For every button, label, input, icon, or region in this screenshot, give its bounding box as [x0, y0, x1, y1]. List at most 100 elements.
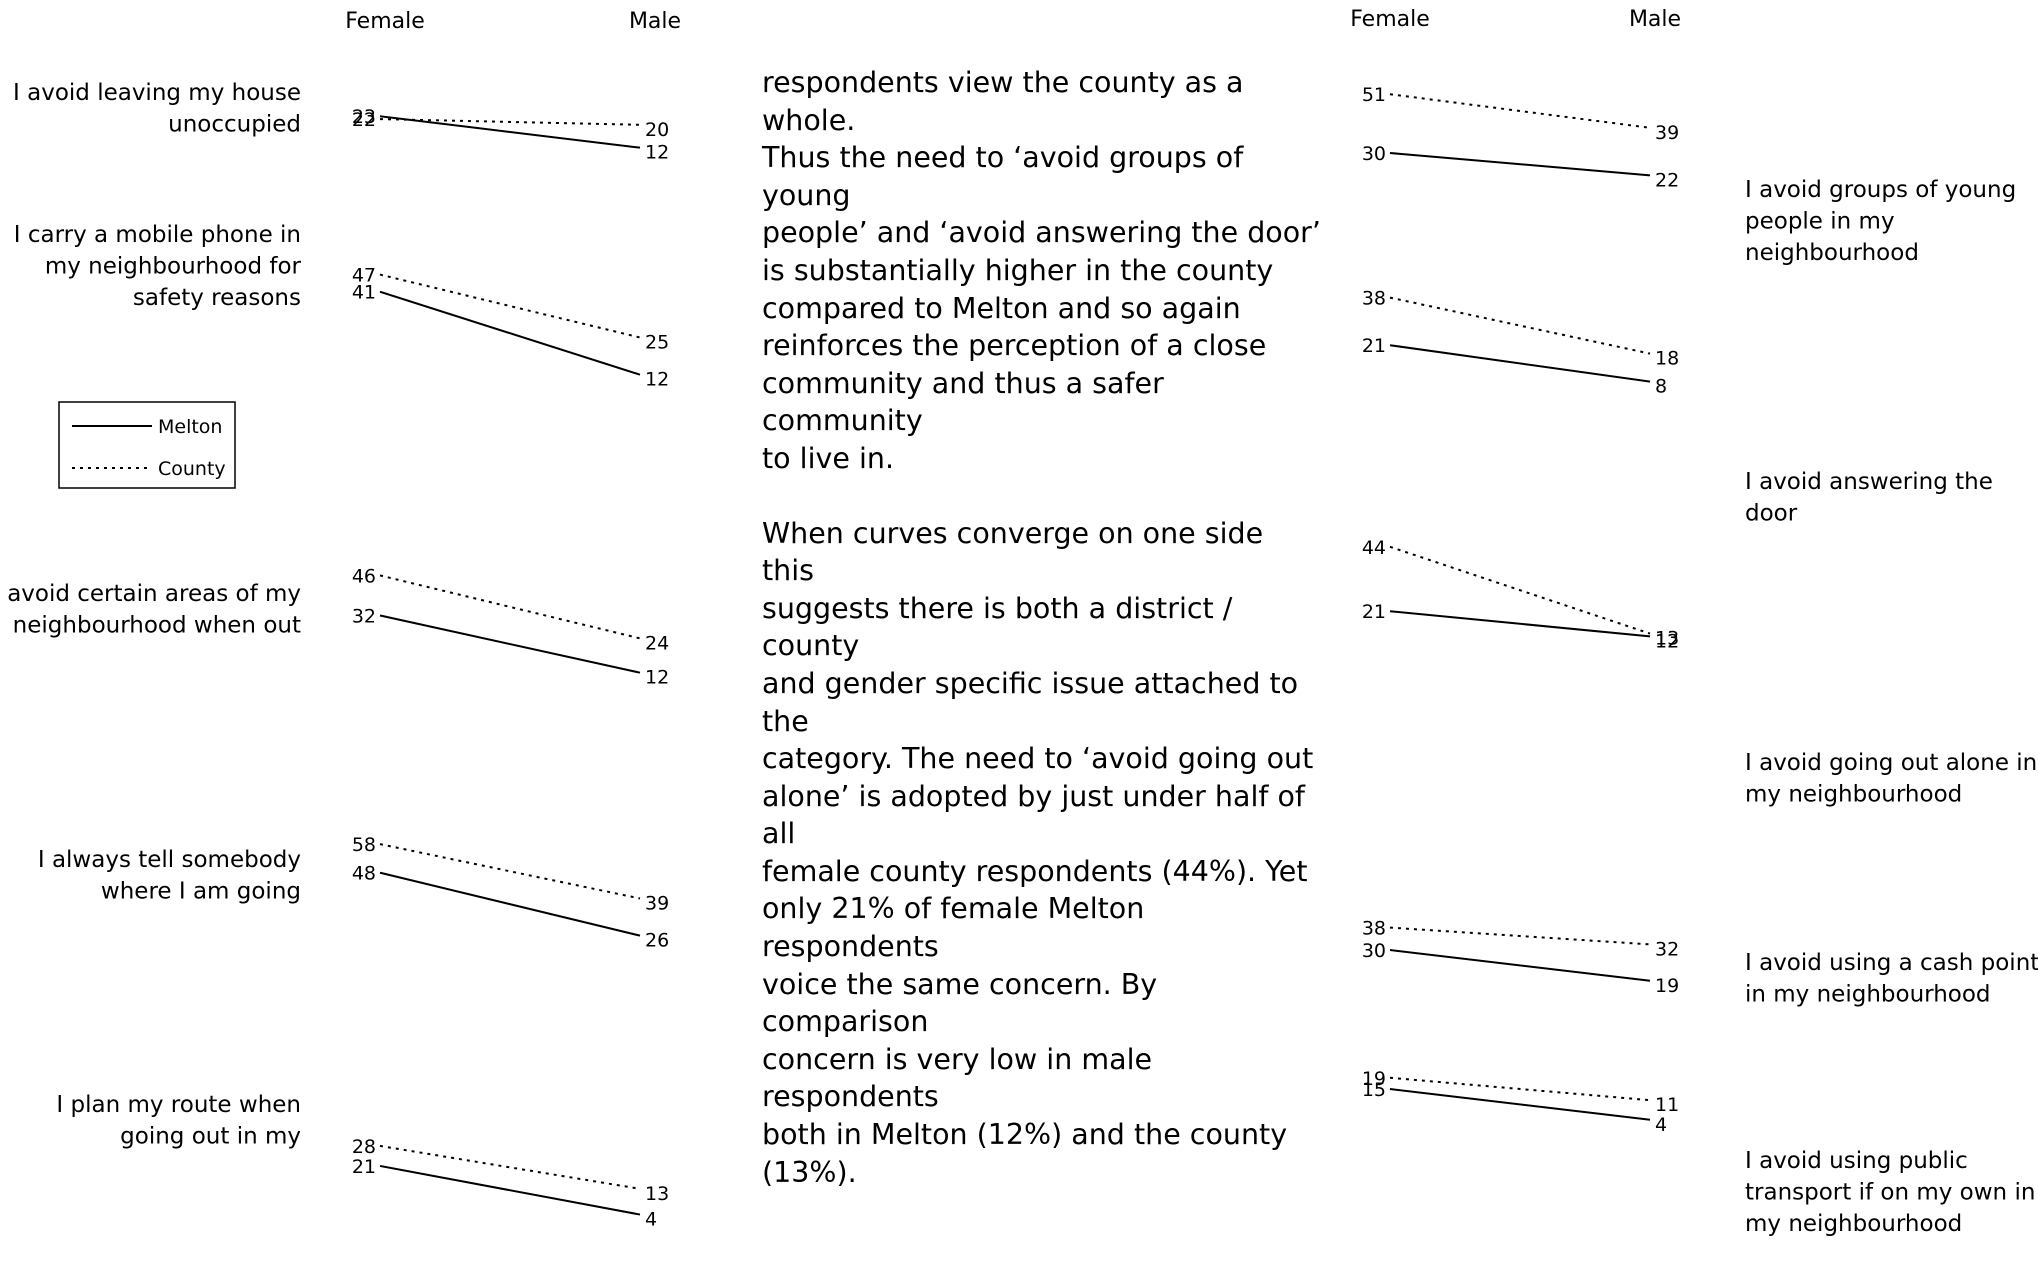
paragraph-2-line: female county respondents (44%). Yet: [762, 854, 1308, 888]
paragraph-2-line: voice the same concern. By comparison: [762, 967, 1158, 1039]
category-label: I avoid going out alone in: [1745, 750, 2037, 776]
male-value-label: 32: [1655, 938, 1679, 960]
paragraph-1-line: to live in.: [762, 441, 895, 475]
melton-slope-line: [379, 290, 641, 376]
category-label: I carry a mobile phone in: [14, 222, 301, 248]
left-slopegraph: Female Male I avoid leaving my house unoccu…: [0, 9, 681, 1231]
legend: Melton County: [58, 401, 236, 489]
male-value-label: 12: [1655, 630, 1679, 652]
male-value-label: 12: [645, 142, 669, 164]
slope-panel: I avoid groups of young people in my neigh…: [1362, 84, 2016, 266]
category-label: people in my: [1745, 209, 1895, 235]
legend-label-melton: Melton: [158, 416, 222, 438]
female-value-label: 30: [1362, 940, 1386, 962]
category-label: my neighbourhood: [1745, 782, 1962, 808]
paragraph-2-line: suggests there is both a district / coun…: [762, 591, 1233, 663]
county-slope-line: [379, 118, 641, 126]
county-slope-line: [1389, 1076, 1651, 1102]
male-value-label: 19: [1655, 975, 1679, 997]
female-value-label: 46: [352, 565, 376, 587]
female-value-label: 30: [1362, 143, 1386, 165]
male-value-label: 25: [645, 332, 669, 354]
melton-slope-line: [1389, 610, 1651, 638]
paragraph-1: respondents view the county as a whole. T…: [762, 64, 1322, 478]
paragraph-2-line: only 21% of female Melton respondents: [762, 892, 1145, 964]
category-label: unoccupied: [168, 112, 301, 138]
category-label: I avoid leaving my house: [13, 80, 301, 106]
category-label: I avoid using public: [1745, 1148, 1968, 1174]
female-value-label: 58: [352, 834, 376, 856]
male-value-label: 22: [1655, 169, 1679, 191]
male-value-label: 18: [1655, 348, 1679, 370]
male-value-label: 4: [1655, 1114, 1667, 1136]
melton-slope-line: [1389, 949, 1651, 982]
male-value-label: 39: [645, 892, 669, 914]
female-value-label: 47: [352, 265, 376, 287]
male-value-label: 4: [645, 1209, 657, 1231]
male-value-label: 8: [1655, 376, 1667, 398]
female-value-label: 21: [1362, 335, 1386, 357]
paragraph-2-line: (13%).: [762, 1155, 857, 1189]
paragraph-1-line: is substantially higher in the county: [762, 253, 1274, 287]
paragraph-2-line: concern is very low in male respondents: [762, 1042, 1153, 1114]
paragraph-1-line: reinforces the perception of a close: [762, 329, 1267, 363]
female-value-label: 15: [1362, 1079, 1386, 1101]
slope-panel: I avoid certain areas of my neighbourhood…: [0, 565, 669, 688]
category-label: going out in my: [120, 1124, 301, 1150]
category-label: neighbourhood: [1745, 240, 1919, 266]
female-value-label: 21: [1362, 601, 1386, 623]
county-slope-line: [1389, 926, 1651, 946]
male-value-label: 13: [645, 1183, 669, 1205]
body-text: respondents view the county as a whole. T…: [762, 64, 1322, 1228]
slope-panel: I plan my route when going out in my 21 4 28…: [56, 1092, 669, 1231]
category-label: I avoid groups of young: [1745, 177, 2016, 203]
female-value-label: 23: [352, 106, 376, 128]
melton-slope-line: [379, 1164, 641, 1216]
male-value-label: 26: [645, 930, 669, 952]
slope-panel: I avoid leaving my house unoccupied 23 12 22…: [13, 80, 669, 164]
category-label: in my neighbourhood: [1745, 982, 1991, 1008]
female-value-label: 21: [352, 1156, 376, 1178]
category-label: I avoid certain areas of my: [0, 581, 301, 607]
male-value-label: 20: [645, 119, 669, 141]
legend-box: [58, 401, 236, 489]
county-slope-line: [1389, 93, 1651, 129]
category-label: transport if on my own in: [1745, 1180, 2035, 1206]
female-value-label: 51: [1362, 84, 1386, 106]
category-label: door: [1745, 501, 1798, 527]
category-label: safety reasons: [133, 285, 301, 311]
paragraph-1-line: people’ and ‘avoid answering the door’: [762, 216, 1321, 250]
melton-slope-line: [379, 614, 641, 674]
slope-panel: I avoid going out alone in my neighbourho…: [1362, 537, 2037, 808]
female-value-label: 38: [1362, 918, 1386, 940]
slope-panel: I avoid using public transport if on my o…: [1362, 1068, 2036, 1237]
paragraph-2-line: alone’ is adopted by just under half of …: [762, 779, 1305, 851]
county-slope-line: [379, 273, 641, 339]
column-header-female: Female: [345, 9, 425, 34]
legend-label-county: County: [158, 458, 226, 480]
male-value-label: 24: [645, 632, 669, 654]
column-header-female: Female: [1350, 7, 1430, 32]
female-value-label: 28: [352, 1136, 376, 1158]
category-label: I avoid using a cash point: [1745, 950, 2038, 976]
melton-slope-line: [379, 115, 641, 149]
category-label: I avoid answering the: [1745, 469, 1993, 495]
female-value-label: 22: [352, 109, 376, 131]
category-label: neighbourhood when out: [13, 613, 301, 639]
category-label: I plan my route when: [56, 1092, 301, 1118]
paragraph-1-line: compared to Melton and so again: [762, 291, 1241, 325]
category-label: where I am going: [101, 879, 301, 905]
female-value-label: 48: [352, 863, 376, 885]
category-label: I always tell somebody: [38, 847, 301, 873]
slope-panel: I avoid answering the door 21 8 38 18: [1362, 288, 1993, 527]
category-label: my neighbourhood for: [45, 254, 302, 280]
male-value-label: 12: [645, 369, 669, 391]
male-value-label: 12: [645, 667, 669, 689]
county-slope-line: [379, 1144, 641, 1190]
slope-panel: I always tell somebody where I am going 48…: [38, 834, 669, 952]
slope-panel: I carry a mobile phone in my neighbourhoo…: [14, 222, 669, 391]
right-slopegraph: Female Male I avoid groups of young people …: [1350, 7, 2038, 1237]
melton-slope-line: [1389, 1088, 1651, 1121]
paragraph-2-line: and gender specific issue attached to th…: [762, 666, 1299, 738]
